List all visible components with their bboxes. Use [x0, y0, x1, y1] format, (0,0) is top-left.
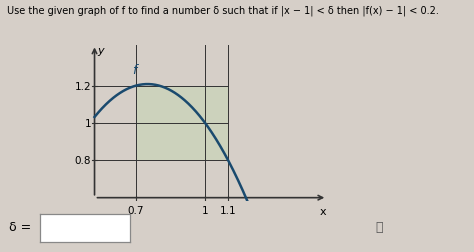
Text: x: x — [319, 206, 326, 216]
Text: 0.8: 0.8 — [74, 156, 91, 166]
Text: 1.1: 1.1 — [220, 205, 237, 215]
Text: ⓘ: ⓘ — [375, 220, 383, 233]
Text: f: f — [133, 63, 137, 76]
Text: 1.2: 1.2 — [74, 81, 91, 91]
Text: 0.7: 0.7 — [128, 205, 144, 215]
Text: Use the given graph of f to find a number δ such that if |x − 1| < δ then |f(x) : Use the given graph of f to find a numbe… — [7, 5, 439, 16]
Bar — [136, 86, 228, 161]
Text: δ =: δ = — [9, 220, 32, 233]
Text: 1: 1 — [84, 118, 91, 129]
Text: 1: 1 — [202, 205, 209, 215]
Text: y: y — [97, 46, 103, 56]
